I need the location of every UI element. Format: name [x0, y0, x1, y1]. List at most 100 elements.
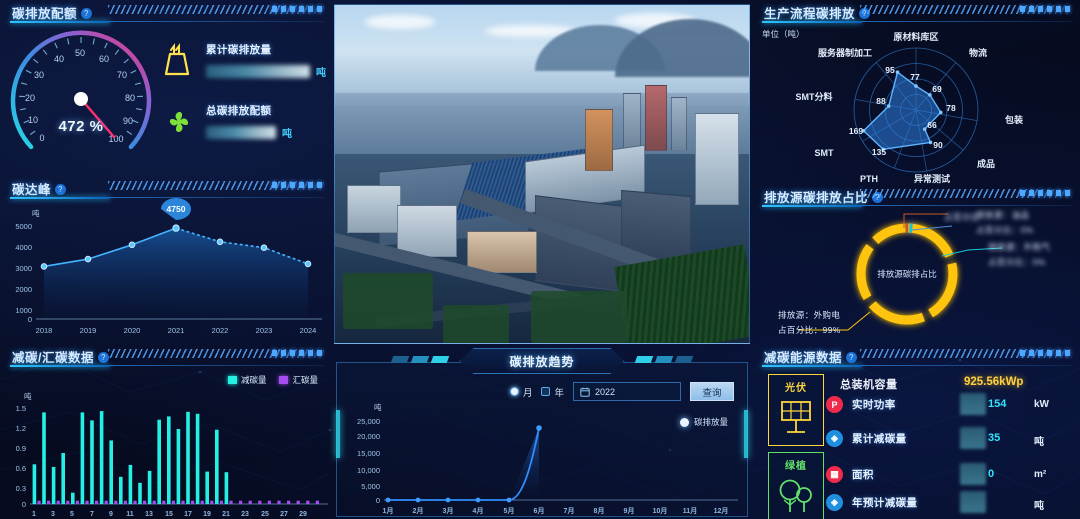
help-icon[interactable]: ? [97, 352, 109, 363]
row-accumulated-reduction: ◈ 累计减碳量 [826, 430, 907, 447]
svg-text:20: 20 [25, 93, 35, 103]
peak-annotation: 4750 [161, 198, 191, 220]
svg-text:2021: 2021 [168, 326, 185, 335]
svg-text:2023: 2023 [256, 326, 273, 335]
reduce-y-unit: 吨 [24, 391, 32, 401]
row-label: 实时功率 [852, 399, 896, 411]
svg-text:5: 5 [70, 511, 74, 518]
row-value-redacted [960, 491, 986, 513]
header-dots-decor [1020, 190, 1070, 196]
legend-item-reduction[interactable]: 减碳量 [227, 374, 267, 386]
svg-text:0: 0 [39, 133, 44, 143]
panel-header: 减碳/汇碳数据? [0, 344, 332, 370]
trend-legend[interactable]: 碳排放量 [679, 416, 728, 428]
kpi-value-row: 吨 [206, 125, 292, 140]
area-icon: ▦ [826, 466, 843, 483]
panel-carbon-quota: 碳排放配额? [0, 0, 332, 176]
total-capacity-value: 925.56kWp [964, 376, 1024, 388]
help-icon[interactable]: ? [81, 8, 93, 19]
trend-edge-tab-left [336, 410, 340, 458]
kpi-unit: 吨 [282, 129, 292, 140]
svg-text:包装: 包装 [1004, 114, 1024, 125]
svg-text:90: 90 [933, 140, 943, 150]
radar-value-labels: 77 69 78 66 90 135 169 88 95 [849, 65, 956, 157]
row-value-redacted [960, 393, 986, 415]
trend-title: 碳排放趋势 [509, 354, 575, 369]
header-hatch-decor [108, 349, 324, 358]
donut-center-label: 排放源碳排占比 [877, 269, 937, 279]
reduce-bar-chart: 吨 1.5 1.2 0.9 0.6 0.3 0 [16, 391, 328, 518]
row-unit: 吨 [1034, 437, 1044, 448]
cloud [365, 15, 435, 29]
kpi-unit: 吨 [316, 68, 326, 79]
trend-data-points [385, 425, 542, 503]
svg-text:10月: 10月 [653, 507, 668, 515]
svg-text:2020: 2020 [124, 326, 141, 335]
kpi-value-row: 吨 [206, 64, 326, 79]
calendar-icon [580, 387, 590, 397]
row-label: 面积 [852, 469, 874, 481]
water-drop-icon: ◈ [826, 430, 843, 447]
help-icon[interactable]: ? [846, 352, 858, 363]
radio-year[interactable]: 年 [541, 385, 564, 399]
kpi-label: 总碳排放配额 [206, 105, 272, 117]
svg-text:SMT: SMT [815, 148, 835, 158]
svg-text:7: 7 [90, 511, 94, 518]
header-underline [10, 21, 110, 23]
legend-label: 减碳量 [240, 375, 267, 385]
tree-icon [779, 479, 812, 512]
svg-text:10,000: 10,000 [357, 466, 380, 475]
kpi-label: 累计碳排放量 [206, 44, 272, 56]
legend-label: 碳排放量 [693, 417, 728, 427]
donut-leader-lines [798, 213, 1003, 331]
card-photovoltaic[interactable]: 光伏 [768, 374, 824, 446]
svg-text:11: 11 [126, 511, 134, 518]
svg-text:30: 30 [34, 70, 44, 80]
legend-item-sink[interactable]: 汇碳量 [279, 374, 318, 386]
panel-header: 碳排放配额? [0, 0, 332, 26]
svg-text:90: 90 [123, 116, 133, 126]
card-greenery[interactable]: 绿植 [768, 452, 824, 519]
panel-emission-source-ratio: 排放源碳排放占比? 排放源碳排占比 [752, 184, 1080, 344]
svg-text:5月: 5月 [504, 507, 515, 515]
radar-polygon [862, 71, 942, 151]
donut-callout-electricity: 排放源：外购电 占百分比：99% [778, 310, 841, 335]
svg-text:0: 0 [376, 496, 380, 505]
header-dots-decor [1020, 350, 1070, 356]
card-label: 绿植 [785, 461, 807, 472]
svg-text:23: 23 [241, 511, 249, 518]
building [623, 93, 641, 151]
solar-panel-icon [781, 401, 811, 433]
svg-text:0: 0 [28, 315, 32, 324]
svg-text:PTH: PTH [860, 174, 878, 184]
svg-text:原材料库区: 原材料库区 [893, 31, 938, 42]
query-button[interactable]: 查询 [690, 382, 734, 401]
trend-edge-tab-right [744, 410, 748, 458]
row-unit: kW [1034, 399, 1049, 410]
trend-y-ticks: 25,000 20,000 15,000 10,000 5,000 0 [357, 417, 380, 505]
svg-text:10: 10 [28, 115, 38, 125]
kpi-value-redacted [206, 65, 310, 78]
factory-icon [164, 43, 190, 76]
building [347, 185, 401, 233]
svg-text:2018: 2018 [36, 326, 53, 335]
svg-text:4月: 4月 [473, 507, 484, 515]
svg-text:9月: 9月 [624, 507, 635, 515]
radar-unit-label: 单位（吨） [762, 29, 805, 39]
donut-callout-oil-source: 排放源：油品 占百分比：0% [976, 210, 1034, 235]
gauge-tick-labels: 0 10 20 30 40 50 60 70 80 90 100 [25, 48, 135, 144]
source-donut-chart: 排放源碳排占比 [798, 213, 1003, 331]
svg-text:50: 50 [75, 48, 85, 58]
radio-month[interactable]: 月 [509, 385, 532, 399]
building [645, 85, 667, 151]
header-underline-ext [110, 21, 324, 22]
peak-line-chart: 吨 5000 4000 3000 2000 1000 0 [15, 198, 322, 335]
svg-text:12月: 12月 [714, 507, 729, 515]
svg-text:13: 13 [145, 511, 153, 518]
radar-axis-labels: 原材料库区 物流 包装 成品 异常测试 PTH SMT SMT分料 服务器制加工 [796, 31, 1024, 184]
header-underline [762, 205, 862, 207]
help-icon[interactable]: ? [55, 184, 67, 195]
date-input[interactable]: 2022 [573, 382, 681, 401]
